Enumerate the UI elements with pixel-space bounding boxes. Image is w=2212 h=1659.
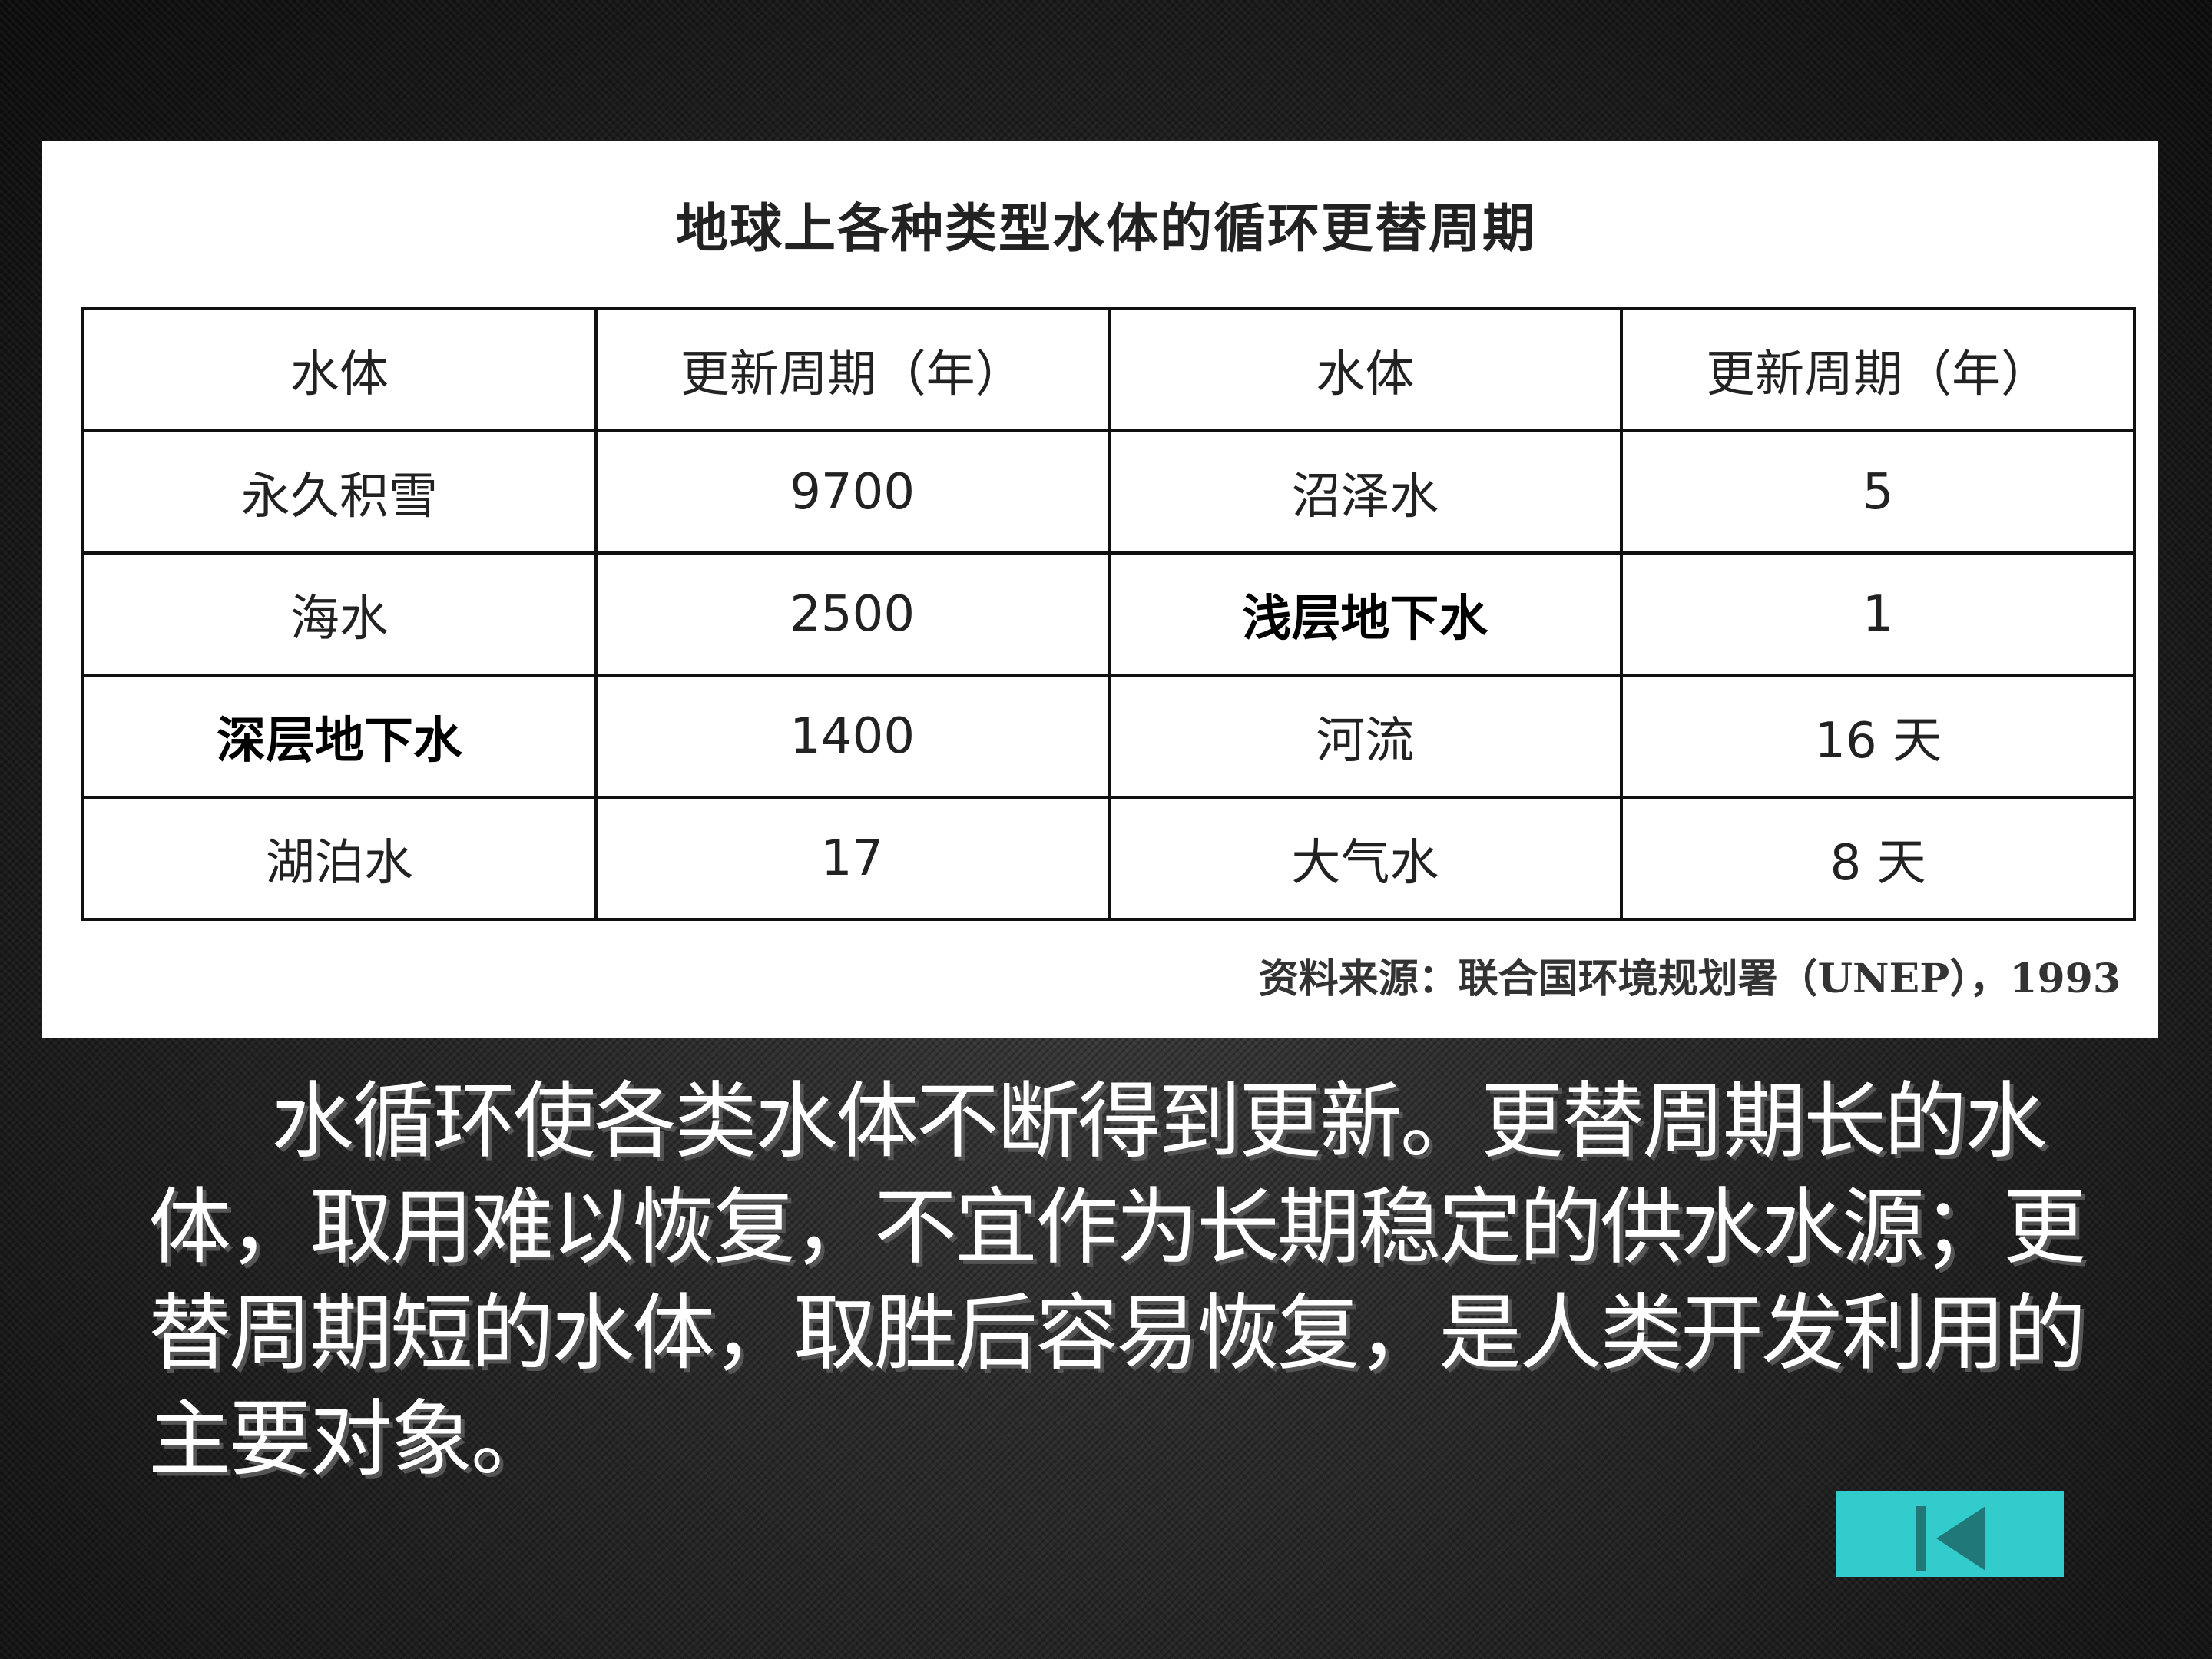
table-row: 海水 2500 浅层地下水 1: [81, 551, 2136, 677]
header-cell: 更新周期（年）: [594, 307, 1111, 432]
table-cell: 1: [1620, 551, 2136, 677]
skip-back-icon: [1916, 1506, 1985, 1571]
table-cell: 17: [594, 796, 1111, 921]
body-paragraph: 水循环使各类水体不断得到更新。更替周期长的水体，取用难以恢复，不宜作为长期稳定的…: [148, 1074, 2086, 1488]
table-cell: 湖泊水: [81, 796, 598, 921]
table-cell: 大气水: [1107, 796, 1624, 921]
table-cell: 9700: [594, 429, 1111, 555]
table-title: 地球上各种类型水体的循环更替周期: [675, 198, 1536, 260]
table-cell: 深层地下水: [81, 674, 598, 799]
table-cell: 2500: [594, 551, 1111, 677]
table-row: 深层地下水 1400 河流 16 天: [81, 674, 2136, 799]
table-cell: 16 天: [1620, 674, 2136, 799]
header-cell: 更新周期（年）: [1620, 307, 2136, 432]
table-cell: 河流: [1107, 674, 1624, 799]
table-cell: 海水: [81, 551, 598, 677]
water-renewal-table: 水体 更新周期（年） 水体 更新周期（年） 永久积雪 9700 沼泽水 5 海水…: [81, 307, 2136, 921]
table-cell: 永久积雪: [81, 429, 598, 555]
source-note: 资料来源：联合国环境规划署（UNEP），1993: [1258, 955, 2121, 1002]
table-cell: 5: [1620, 429, 2136, 555]
table-cell: 8 天: [1620, 796, 2136, 921]
back-button[interactable]: [1836, 1491, 2064, 1577]
table-header-row: 水体 更新周期（年） 水体 更新周期（年）: [81, 307, 2136, 432]
table-row: 永久积雪 9700 沼泽水 5: [81, 429, 2136, 555]
table-cell: 浅层地下水: [1107, 551, 1624, 677]
header-cell: 水体: [81, 307, 598, 432]
table-row: 湖泊水 17 大气水 8 天: [81, 796, 2136, 921]
table-cell: 沼泽水: [1107, 429, 1624, 555]
header-cell: 水体: [1107, 307, 1624, 432]
table-cell: 1400: [594, 674, 1111, 799]
